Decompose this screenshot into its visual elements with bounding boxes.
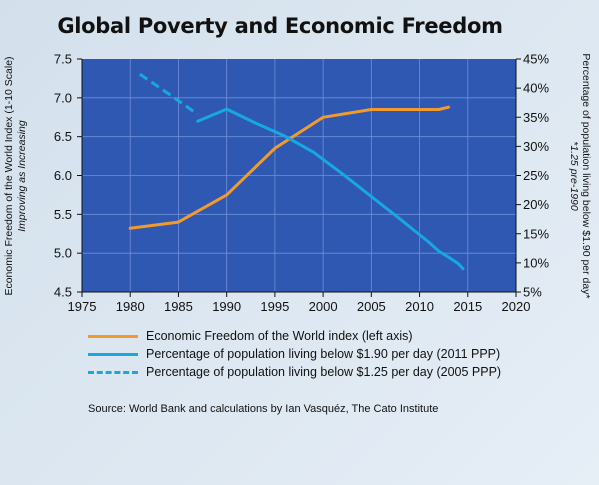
right-axis-label: Percentage of population living below $1… (580, 53, 592, 298)
right-axis-tick-label: 40% (523, 81, 549, 96)
x-axis-tick-label: 1990 (212, 299, 241, 314)
series-line (196, 107, 465, 271)
legend-swatch-orange (88, 334, 138, 338)
left-axis-tick-label: 6.0 (54, 168, 72, 183)
legend-item: Percentage of population living below $1… (88, 363, 501, 381)
axes: 4.5 5.0 5.5 6.0 6.5 7.0 7.5 5% 10% 15% 20% 25% 30% 35… (54, 52, 550, 315)
left-axis-label: Economic Freedom of the World Index (1-1… (3, 56, 15, 295)
x-axis-tick-label: 1975 (68, 299, 97, 314)
x-axis-tick-label: 2015 (453, 299, 482, 314)
legend-item: Percentage of population living below $1… (88, 345, 501, 363)
legend-swatch-blue-solid (88, 352, 138, 356)
left-axis-tick-label: 4.5 (54, 285, 72, 300)
series-line (128, 105, 450, 230)
x-axis-tick-label: 2000 (309, 299, 338, 314)
left-axis-tick-label: 6.5 (54, 129, 72, 144)
right-axis-tick-label: 10% (523, 255, 549, 270)
x-axis-tick-label: 1995 (260, 299, 289, 314)
right-axis-tick-label: 30% (523, 139, 549, 154)
right-axis-tick-label: 35% (523, 110, 549, 125)
right-axis-tick-label: 5% (523, 285, 542, 300)
source-note: Source: World Bank and calculations by I… (88, 403, 439, 415)
right-axis-tick-label: 20% (523, 197, 549, 212)
x-axis-tick-label: 2010 (405, 299, 434, 314)
grid (82, 59, 516, 292)
legend-label: Percentage of population living below $1… (146, 365, 502, 379)
x-axis-tick-label: 1980 (116, 299, 145, 314)
x-axis-tick-label: 2005 (357, 299, 386, 314)
left-axis-sublabel: Improving as Increasing (16, 120, 28, 232)
left-axis-tick-label: 7.5 (54, 52, 72, 67)
series-lines (128, 72, 465, 271)
x-axis-tick-label: 1985 (164, 299, 193, 314)
right-axis-tick-label: 25% (523, 168, 549, 183)
x-axis-tick-label: 2020 (502, 299, 531, 314)
left-axis-tick-label: 5.0 (54, 246, 72, 261)
legend-item: Economic Freedom of the World index (lef… (88, 327, 501, 345)
left-axis-tick-label: 5.5 (54, 207, 72, 222)
chart-title: Global Poverty and Economic Freedom (57, 14, 503, 38)
legend-label: Percentage of population living below $1… (146, 347, 501, 361)
legend-swatch-blue-dashed (88, 370, 138, 374)
right-axis-tick-label: 45% (523, 52, 549, 67)
right-axis-tick-label: 15% (523, 226, 549, 241)
series-line-dashed (139, 72, 199, 116)
left-axis-tick-label: 7.0 (54, 90, 72, 105)
right-axis-sublabel: *1.25 pre-1990 (568, 141, 580, 211)
legend: Economic Freedom of the World index (lef… (88, 327, 501, 381)
legend-label: Economic Freedom of the World index (lef… (146, 329, 413, 343)
